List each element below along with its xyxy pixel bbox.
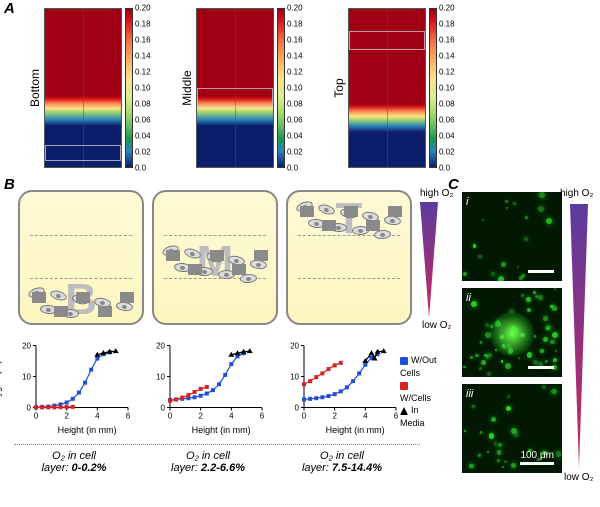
panel-c: C iiiiii100 μm high O₂low O₂ [448,178,598,503]
panel-c-label: C [448,176,459,193]
range-label: O₂ in celllayer: 0-0.2% [8,450,140,474]
range-label: O₂ in celllayer: 7.5-14.4% [276,450,408,474]
well-B: B [18,190,144,325]
svg-text:0: 0 [34,412,39,421]
well-M: M [152,190,278,325]
svg-text:0: 0 [295,404,300,413]
svg-text:0: 0 [161,404,166,413]
svg-text:4: 4 [363,412,368,421]
heatmap-top: Top0.200.180.160.140.120.100.080.060.040… [322,8,452,168]
panel-a: A Bottom0.200.180.160.140.120.100.080.06… [0,0,450,175]
chart-2: 024601020Height (in mm) [282,338,400,433]
svg-text:20: 20 [156,342,165,351]
svg-text:10: 10 [22,373,31,382]
micrograph-i [462,192,562,281]
svg-text:10: 10 [290,373,299,382]
svg-text:20: 20 [22,342,31,351]
svg-text:2: 2 [198,412,203,421]
panel-a-label: A [4,0,15,17]
micrograph-iii: 100 μm [462,384,562,473]
svg-text:4: 4 [229,412,234,421]
range-label: O₂ in celllayer: 2.2-6.6% [142,450,274,474]
svg-text:0: 0 [302,412,307,421]
chart-0: 024601020Height (in mm)Partial Pressureo… [14,338,132,433]
dotted-divider [14,444,420,445]
svg-text:2: 2 [64,412,69,421]
panel-b-label: B [4,176,15,193]
svg-text:6: 6 [394,412,399,421]
svg-text:6: 6 [126,412,131,421]
chart-legend: W/Out Cells W/Cells In Media [400,354,440,430]
panel-b: B W/Out Cells W/Cells In Media BMT high … [0,178,440,503]
heatmap-bottom: Bottom0.200.180.160.140.120.100.080.060.… [18,8,148,168]
chart-1: 024601020Height (in mm) [148,338,266,433]
heatmap-middle: Middle0.200.180.160.140.120.100.080.060.… [170,8,300,168]
svg-text:20: 20 [290,342,299,351]
svg-text:0: 0 [168,412,173,421]
svg-text:4: 4 [95,412,100,421]
svg-text:10: 10 [156,373,165,382]
svg-text:6: 6 [260,412,265,421]
legend-item: W/Cells [400,393,431,403]
svg-text:2: 2 [332,412,337,421]
well-T: T [286,190,412,325]
svg-text:0: 0 [27,404,32,413]
micrograph-ii [462,288,562,377]
